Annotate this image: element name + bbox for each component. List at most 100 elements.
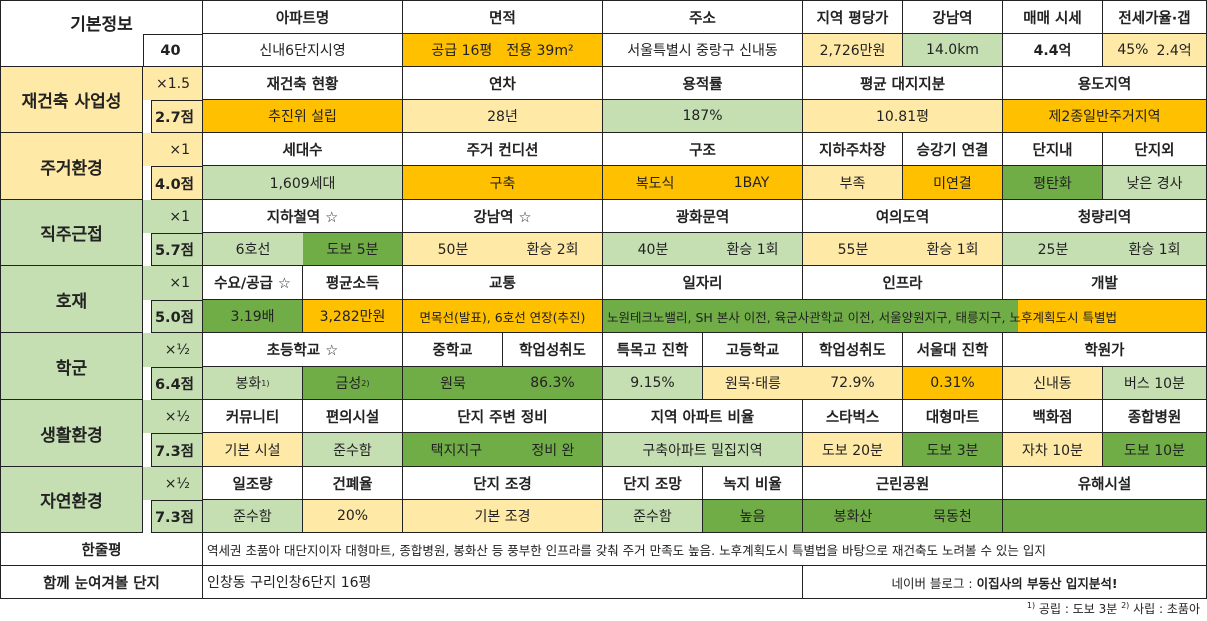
nature-header-6: 근린공원 — [803, 467, 1003, 500]
summary-text: 역세권 초품아 대단지이자 대형마트, 종합병원, 봉화산 등 풍부한 인프라를… — [203, 533, 1207, 566]
section-multiplier-7: ×½ — [143, 467, 203, 500]
related-complex: 인창동 구리인창6단지 16평 — [203, 566, 803, 599]
section-multiplier-4: ×1 — [143, 266, 203, 300]
sunlight: 준수함 — [203, 500, 303, 533]
section-score-6: 7.3점 — [151, 433, 203, 467]
high-school-rate: 72.9% — [803, 367, 903, 400]
basic-header-2: 면적 — [403, 0, 603, 34]
section-score-7: 7.3점 — [151, 500, 203, 533]
yeouido-time: 55분 — [803, 233, 903, 266]
living-header-2: 주거 컨디션 — [403, 133, 603, 166]
parking: 부족 — [803, 166, 903, 200]
basic-header-4: 지역 평당가 — [803, 0, 903, 34]
section-label-2: 주거환경 — [0, 133, 143, 200]
blog-credit: 네이버 블로그 : 이집사의 부동산 입지분석! — [803, 566, 1207, 599]
life-header-5: 스타벅스 — [803, 400, 903, 433]
section-multiplier-6: ×½ — [143, 400, 203, 433]
section-label-6: 생활환경 — [0, 400, 143, 467]
growth-header-6: 개발 — [1003, 266, 1207, 300]
basic-info-label: 기본정보 — [0, 0, 203, 44]
living-header-3: 구조 — [603, 133, 803, 166]
school-header-1: 초등학교 ☆ — [203, 333, 403, 367]
gwanghwamun-time: 40분 — [603, 233, 703, 266]
summary-label: 한줄평 — [0, 533, 203, 566]
subway-walk: 도보 5분 — [303, 233, 403, 266]
commute-header-1: 지하철역 ☆ — [203, 200, 403, 233]
school-header-2: 중학교 — [403, 333, 503, 367]
growth-header-2: 평균소득 — [303, 266, 403, 300]
condition: 구축 — [403, 166, 603, 200]
convenience: 준수함 — [303, 433, 403, 467]
living-header-7: 단지외 — [1103, 133, 1207, 166]
large-mart: 도보 3분 — [903, 433, 1003, 467]
school-header-7: 서울대 진학 — [903, 333, 1003, 367]
life-header-4: 지역 아파트 비율 — [603, 400, 803, 433]
basic-header-7: 전세가율·갭 — [1103, 0, 1207, 34]
hazard-facilities — [1003, 500, 1207, 533]
section-multiplier-1: ×1.5 — [143, 67, 203, 100]
elementary-school-2: 금성 2) — [303, 367, 403, 400]
special-school-rate: 9.15% — [603, 367, 703, 400]
section-multiplier-3: ×1 — [143, 200, 203, 233]
nature-header-3: 단지 조경 — [403, 467, 603, 500]
rebuild-value-5: 제2종일반주거지역 — [1003, 100, 1207, 133]
basic-header-6: 매매 시세 — [1003, 0, 1103, 34]
growth-header-3: 교통 — [403, 266, 603, 300]
rebuild-header-1: 재건축 현황 — [203, 67, 403, 100]
cheongnyangni-transfer: 환승 1회 — [1103, 233, 1207, 266]
rebuild-value-4: 10.81평 — [803, 100, 1003, 133]
gangnam-time: 50분 — [403, 233, 503, 266]
elementary-school-1: 봉화 1) — [203, 367, 303, 400]
school-header-3: 학업성취도 — [503, 333, 603, 367]
inside-terrain: 평탄화 — [1003, 166, 1103, 200]
section-label-3: 직주근접 — [0, 200, 143, 266]
rebuild-header-4: 평균 대지지분 — [803, 67, 1003, 100]
nature-header-5: 녹지 비율 — [703, 467, 803, 500]
school-header-8: 학원가 — [1003, 333, 1207, 367]
section-label-4: 호재 — [0, 266, 143, 333]
academy-area: 신내동 — [1003, 367, 1103, 400]
structure: 복도식 1BAY — [603, 166, 803, 200]
section-label-5: 학군 — [0, 333, 143, 400]
gwanghwamun-transfer: 환승 1회 — [703, 233, 803, 266]
basic-info-number: 40 — [143, 34, 203, 67]
average-income: 3,282만원 — [303, 300, 403, 333]
living-header-1: 세대수 — [203, 133, 403, 166]
sale-price: 4.4억 — [1003, 34, 1103, 67]
living-header-5: 승강기 연결 — [903, 133, 1003, 166]
growth-header-1: 수요/공급 ☆ — [203, 266, 303, 300]
transport-value: 면목선(발표), 6호선 연장(추진) — [403, 300, 603, 333]
rebuild-value-1: 추진위 설립 — [203, 100, 403, 133]
jobs-infra-dev-value: 노원테크노밸리, SH 본사 이전, 육군사관학교 이전, 서울양원지구, 태릉… — [603, 300, 1207, 333]
growth-header-5: 인프라 — [803, 266, 1003, 300]
area-value: 공급 16평 전용 39m² — [403, 34, 603, 67]
academy-access: 버스 10분 — [1103, 367, 1207, 400]
basic-header-1: 아파트명 — [203, 0, 403, 34]
commute-header-4: 여의도역 — [803, 200, 1003, 233]
nature-header-2: 건폐율 — [303, 467, 403, 500]
section-multiplier-5: ×½ — [143, 333, 203, 367]
commute-header-5: 청량리역 — [1003, 200, 1207, 233]
address-value: 서울특별시 중랑구 신내동 — [603, 34, 803, 67]
gangnam-transfer: 환승 2회 — [503, 233, 603, 266]
high-school: 원묵·태릉 — [703, 367, 803, 400]
nature-header-4: 단지 조망 — [603, 467, 703, 500]
section-multiplier-2: ×1 — [143, 133, 203, 166]
middle-school-rate: 86.3% — [503, 367, 603, 400]
rebuild-header-3: 용적률 — [603, 67, 803, 100]
jeonse-ratio-gap: 45% 2.4억 — [1103, 34, 1207, 67]
section-score-1: 2.7점 — [151, 100, 203, 133]
general-hospital: 도보 10분 — [1103, 433, 1207, 467]
starbucks: 도보 20분 — [803, 433, 903, 467]
commute-header-2: 강남역 ☆ — [403, 200, 603, 233]
section-score-5: 6.4점 — [151, 367, 203, 400]
footnote: 1) 공립 : 도보 3분 2) 사립 : 초품아 — [1026, 601, 1200, 616]
living-header-4: 지하주차장 — [803, 133, 903, 166]
basic-header-5: 강남역 — [903, 0, 1003, 34]
elevator: 미연결 — [903, 166, 1003, 200]
gangnam-distance: 14.0km — [903, 34, 1003, 67]
view: 준수함 — [603, 500, 703, 533]
park-1: 봉화산 — [803, 500, 903, 533]
related-label: 함께 눈여겨볼 단지 — [0, 566, 203, 599]
